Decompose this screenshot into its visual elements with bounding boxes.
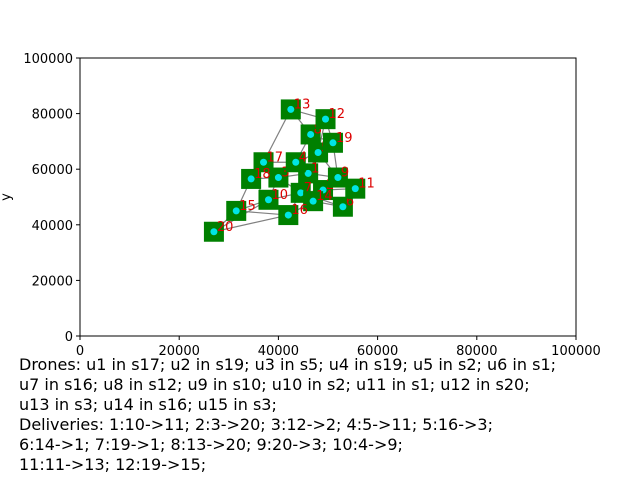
caption-line: u13 in s3; u14 in s16; u15 in s3; — [19, 395, 277, 414]
station-label: 1 — [311, 161, 319, 176]
x-tick-label: 40000 — [258, 344, 299, 355]
station-point — [339, 203, 347, 211]
station-point — [247, 175, 255, 183]
station-label: 16 — [291, 203, 308, 218]
station-point — [307, 130, 315, 138]
station-point — [351, 185, 359, 193]
x-tick-label: 20000 — [159, 344, 200, 355]
station-label: 18 — [254, 167, 271, 182]
y-tick-label: 20000 — [32, 274, 73, 289]
caption-line: 11:11->13; 12:19->15; — [19, 455, 207, 474]
station-point — [292, 158, 300, 166]
y-tick-label: 60000 — [32, 163, 73, 178]
y-tick-label: 40000 — [32, 219, 73, 234]
station-label: 12 — [329, 107, 346, 122]
station-point — [232, 207, 240, 215]
station-label: 19 — [336, 131, 353, 146]
station-point — [309, 197, 317, 205]
station-point — [284, 211, 292, 219]
station-label: 8 — [314, 122, 322, 137]
y-axis-title: y — [0, 193, 14, 201]
station-label: 4 — [299, 150, 307, 165]
station-point — [264, 196, 272, 204]
stations-layer: 1234567891011121314151617181920 — [203, 97, 375, 242]
station-point — [334, 174, 342, 182]
station-label: 3 — [281, 166, 289, 181]
caption-line: Deliveries: 1:10->11; 2:3->20; 3:12->2; … — [19, 415, 493, 434]
x-tick-label: 60000 — [357, 344, 398, 355]
station-label: 7 — [304, 181, 312, 196]
y-tick-label: 80000 — [32, 108, 73, 123]
edge-line — [213, 214, 289, 233]
station-label: 20 — [217, 220, 234, 235]
station-label: 11 — [358, 177, 375, 192]
station-label: 6 — [346, 195, 354, 210]
station-label: 13 — [294, 97, 311, 112]
station-label: 15 — [239, 199, 256, 214]
station-point — [329, 139, 337, 147]
station-point — [210, 228, 218, 236]
station-point — [274, 174, 282, 182]
network-chart: 1234567891011121314151617181920 02000040… — [0, 52, 601, 355]
y-tick-label: 100000 — [23, 52, 73, 67]
station-label: 14 — [316, 189, 333, 204]
caption-line: u7 in s16; u8 in s12; u9 in s10; u10 in … — [19, 375, 530, 394]
station-point — [314, 149, 322, 157]
station-label: 9 — [341, 166, 349, 181]
caption-line: Drones: u1 in s17; u2 in s19; u3 in s5; … — [19, 355, 557, 374]
caption-line: 6:14->1; 7:19->1; 8:13->20; 9:20->3; 10:… — [19, 435, 403, 454]
station-point — [304, 169, 312, 177]
station-point — [260, 158, 268, 166]
station-point — [322, 115, 330, 123]
x-tick-label: 80000 — [456, 344, 497, 355]
station-label: 17 — [267, 150, 284, 165]
station-point — [297, 189, 305, 197]
y-tick-label: 0 — [65, 330, 73, 345]
caption: Drones: u1 in s17; u2 in s19; u3 in s5; … — [19, 355, 629, 475]
axes-layer: 0 20000 40000 60000 80000 100000 0 20000 40000 60… — [23, 52, 600, 355]
x-tick-label: 0 — [76, 344, 84, 355]
station-point — [287, 105, 295, 113]
x-tick-label: 100000 — [551, 344, 601, 355]
station-label: 10 — [271, 188, 288, 203]
